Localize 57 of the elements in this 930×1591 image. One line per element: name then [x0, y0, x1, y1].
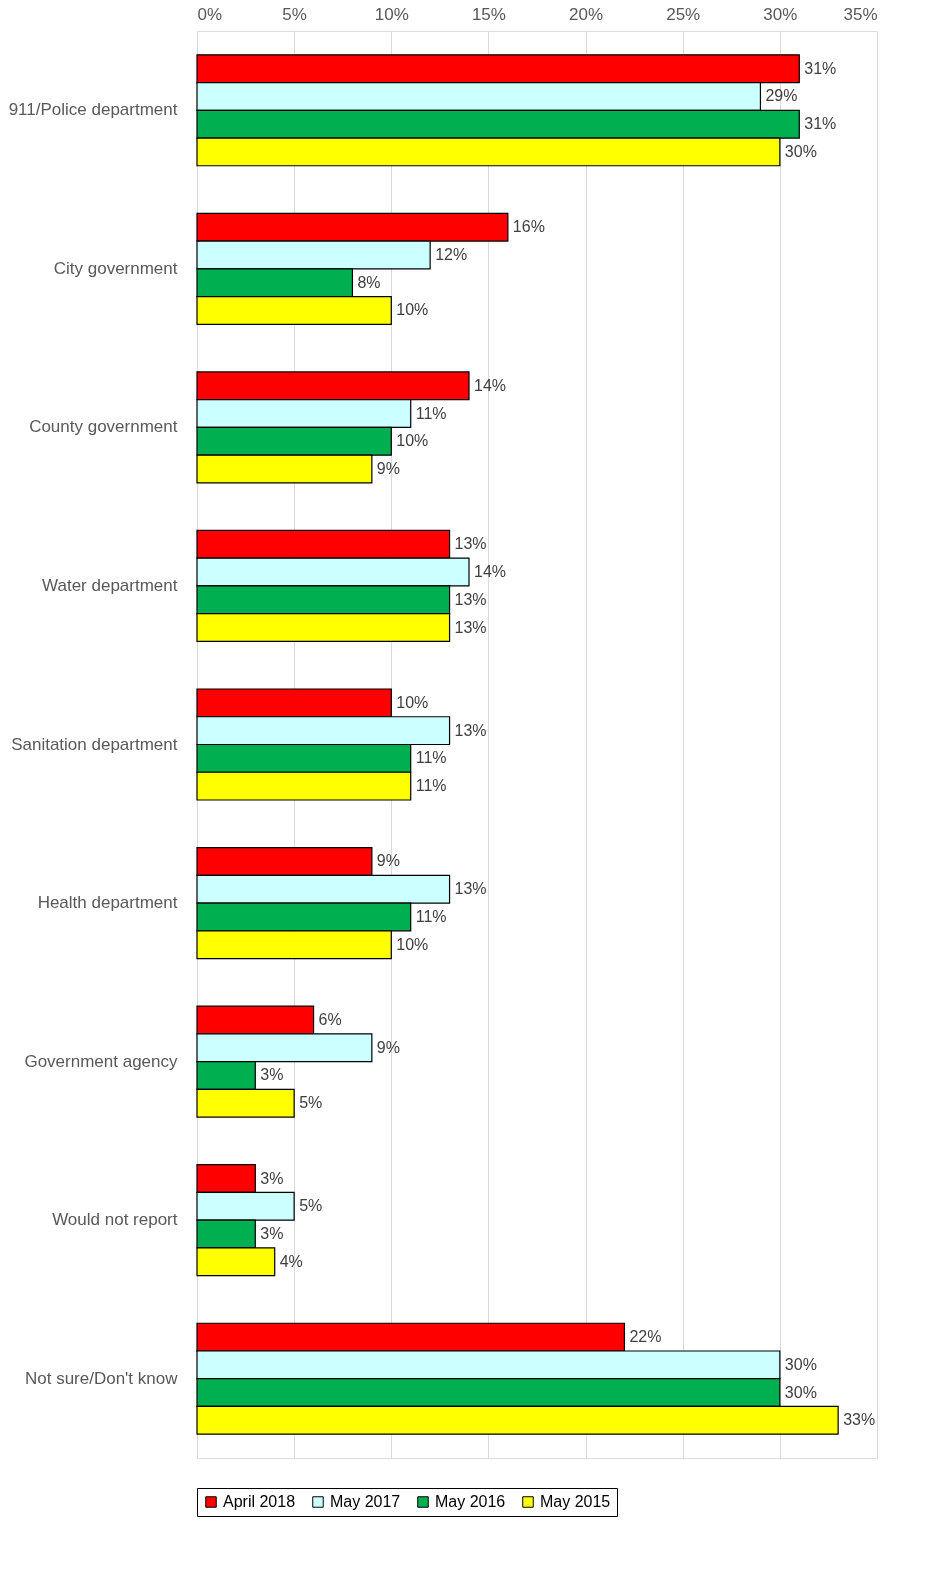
data-label: 10%	[396, 301, 429, 319]
data-label: 11%	[415, 749, 447, 767]
x-tick-label: 25%	[666, 4, 701, 24]
data-label: 30%	[784, 1355, 817, 1373]
data-label: 30%	[784, 142, 817, 160]
data-label: 13%	[454, 721, 487, 739]
y-tick-label: City government	[53, 258, 178, 278]
data-label: 8%	[357, 273, 381, 291]
data-label: 10%	[396, 693, 429, 711]
legend-label: May 2017	[330, 1493, 401, 1510]
data-label: 13%	[454, 590, 487, 608]
data-label: 13%	[454, 618, 487, 636]
data-label: 9%	[376, 460, 400, 478]
data-label: 11%	[415, 404, 447, 422]
data-label: 14%	[474, 563, 507, 581]
x-tick-label: 30%	[763, 4, 798, 24]
data-label: 13%	[454, 880, 487, 898]
data-label: 11%	[415, 907, 447, 925]
data-label: 9%	[376, 852, 400, 870]
y-tick-label: Government agency	[24, 1051, 178, 1071]
data-label: 29%	[765, 87, 798, 105]
data-label: 3%	[260, 1066, 284, 1084]
data-label: 5%	[299, 1197, 323, 1215]
y-tick-label: Health department	[37, 893, 178, 913]
data-label: 11%	[415, 777, 447, 795]
data-label: 13%	[454, 535, 487, 553]
data-label: 5%	[299, 1094, 323, 1112]
y-tick-label: Would not report	[52, 1210, 178, 1230]
data-label: 3%	[260, 1169, 284, 1187]
data-label: 10%	[396, 935, 429, 953]
y-tick-label: County government	[29, 417, 178, 437]
x-tick-label: 0%	[197, 4, 223, 24]
data-label: 33%	[843, 1411, 876, 1429]
data-label: 30%	[784, 1383, 817, 1401]
y-tick-label: Water department	[42, 575, 178, 595]
legend-label: May 2016	[435, 1493, 506, 1510]
x-tick-label: 15%	[471, 4, 506, 24]
y-tick-label: 911/Police department	[8, 100, 178, 120]
data-label: 9%	[376, 1038, 400, 1056]
data-label: 12%	[435, 245, 468, 263]
legend-label: April 2018	[223, 1493, 296, 1510]
y-tick-label: Not sure/Don't know	[24, 1368, 179, 1388]
legend-label: May 2015	[540, 1493, 611, 1510]
x-tick-label: 35%	[843, 4, 878, 24]
data-label: 10%	[396, 432, 429, 450]
x-tick-label: 5%	[282, 4, 307, 24]
y-tick-label: Sanitation department	[11, 734, 178, 754]
data-label: 6%	[318, 1010, 342, 1028]
data-label: 31%	[804, 115, 837, 133]
x-tick-label: 10%	[374, 4, 409, 24]
data-label: 31%	[804, 59, 837, 77]
data-label: 22%	[629, 1328, 662, 1346]
x-tick-label: 20%	[569, 4, 604, 24]
data-label: 14%	[474, 376, 507, 394]
data-label: 16%	[512, 218, 545, 236]
data-label: 3%	[260, 1225, 284, 1243]
data-label: 4%	[279, 1252, 303, 1270]
